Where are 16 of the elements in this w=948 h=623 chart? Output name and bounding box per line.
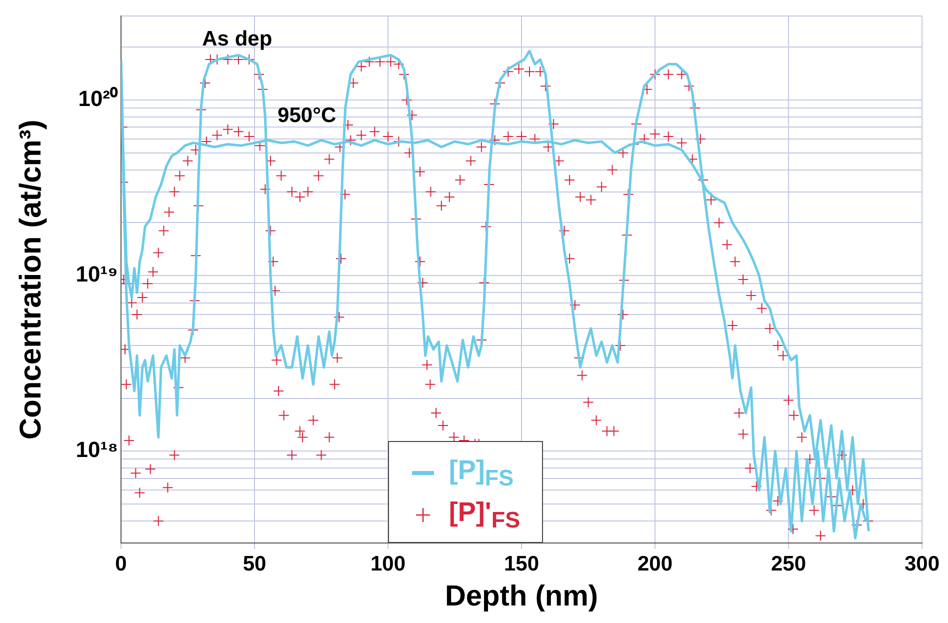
x-tick-label: 0 [115, 552, 127, 576]
annotation: As dep [202, 28, 272, 51]
annotation: 950°C [278, 104, 336, 128]
x-tick-label: 200 [637, 552, 673, 576]
legend-label: [P]'$_{FS}$ [448, 496, 520, 534]
y-axis-title: Concentration (at/cm³) [14, 120, 48, 440]
legend-label: [P]$_{FS}$ [448, 454, 514, 492]
x-axis-title: Depth (nm) [444, 580, 598, 613]
y-tick-label: 10¹⁸ [76, 437, 118, 462]
x-tick-label: 300 [904, 552, 940, 576]
y-tick-label: 10²⁰ [78, 86, 118, 112]
x-tick-label: 100 [370, 552, 406, 576]
x-tick-label: 150 [504, 552, 540, 576]
x-tick-label: 250 [770, 552, 806, 576]
x-tick-label: 50 [242, 552, 266, 576]
y-tick-label: 10¹⁹ [76, 262, 118, 287]
